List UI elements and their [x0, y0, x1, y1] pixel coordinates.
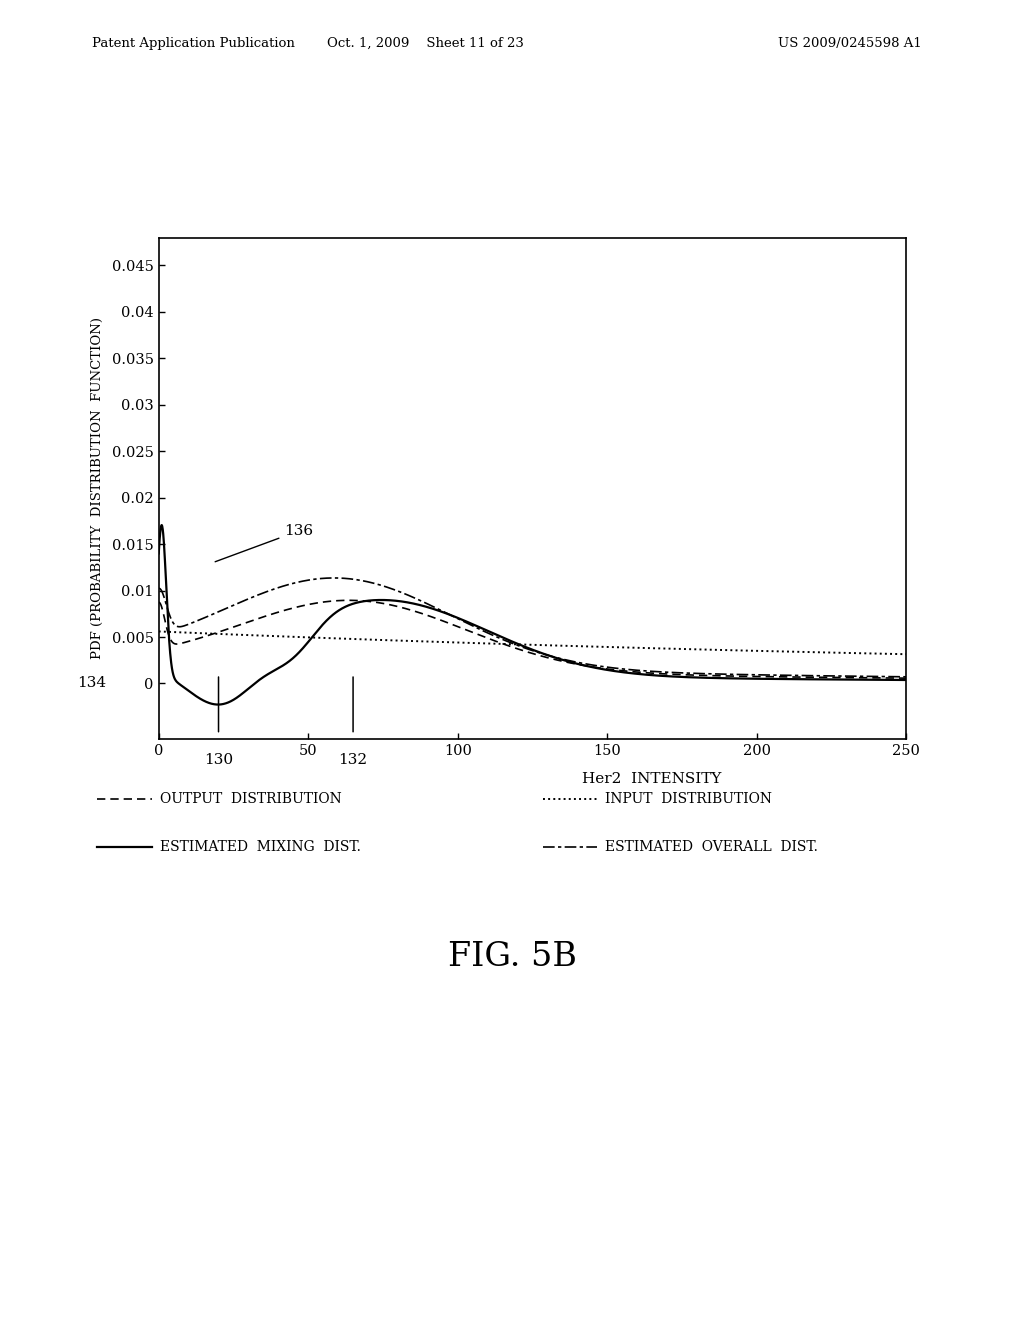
Text: Patent Application Publication: Patent Application Publication [92, 37, 295, 50]
Text: 130: 130 [204, 754, 233, 767]
Text: ESTIMATED  OVERALL  DIST.: ESTIMATED OVERALL DIST. [605, 841, 818, 854]
Text: ESTIMATED  MIXING  DIST.: ESTIMATED MIXING DIST. [160, 841, 360, 854]
Text: Her2  INTENSITY: Her2 INTENSITY [583, 772, 722, 785]
Text: US 2009/0245598 A1: US 2009/0245598 A1 [778, 37, 922, 50]
Text: Oct. 1, 2009    Sheet 11 of 23: Oct. 1, 2009 Sheet 11 of 23 [327, 37, 523, 50]
Text: INPUT  DISTRIBUTION: INPUT DISTRIBUTION [605, 792, 772, 805]
Text: 132: 132 [339, 754, 368, 767]
Text: 134: 134 [77, 676, 105, 690]
Text: 136: 136 [215, 524, 313, 562]
Y-axis label: PDF (PROBABILITY  DISTRIBUTION  FUNCTION): PDF (PROBABILITY DISTRIBUTION FUNCTION) [90, 317, 103, 660]
Text: OUTPUT  DISTRIBUTION: OUTPUT DISTRIBUTION [160, 792, 341, 805]
Text: FIG. 5B: FIG. 5B [447, 941, 577, 973]
